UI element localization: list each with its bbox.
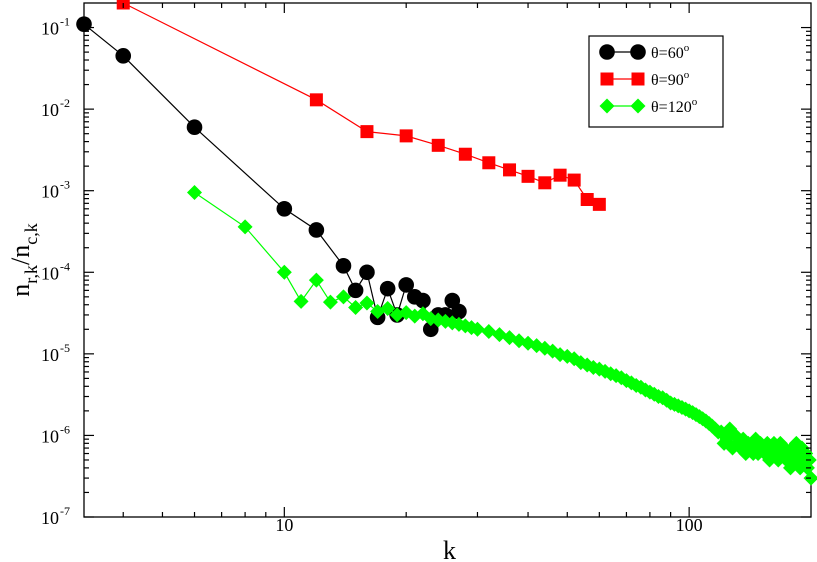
series-3-point-4 [293,293,309,309]
series-1-point-5 [308,222,325,238]
series-1-point-4 [276,201,293,217]
series-3-point-2 [237,219,253,235]
y-tick-label-mantissa: 10 [41,345,59,365]
y-tick-label: 10 -7 [41,504,70,528]
series-2-point-12 [567,173,581,187]
x-axis-label: k [443,536,456,562]
legend-marker-left [599,98,615,114]
series-1 [76,16,467,338]
series-3-point-3 [276,264,292,280]
legend-label-main: θ=60 [651,45,684,62]
legend-label-sup: o [684,42,690,54]
series-3-point-9 [359,295,375,311]
legend-label: θ=60o [651,42,690,62]
legend-label: θ=120o [651,96,698,116]
series-1-point-19 [451,303,467,320]
series-3-point-24 [481,323,497,339]
legend-row-1: θ=60o [599,42,690,62]
y-tick-label-mantissa: 10 [41,19,59,39]
legend-label-main: θ=120 [651,99,692,116]
series-3 [187,185,817,486]
y-tick-label-mantissa: 10 [41,508,59,528]
series-2-point-9 [521,169,535,183]
series-2-point-3 [360,125,374,139]
y-tick-label: 10 -1 [41,15,70,39]
series-2-point-4 [399,129,413,143]
series-1-point-12 [398,277,414,293]
y-tick-label: 10 -2 [41,96,70,120]
y-tick-label-mantissa: 10 [41,100,59,120]
series-3-point-6 [322,294,338,310]
legend-marker-right [630,98,646,114]
legend-marker-right [631,72,645,86]
y-tick-label: 10 -3 [41,178,70,202]
series-1-point-14 [415,292,431,309]
series-2-point-13 [580,193,594,207]
series-2-point-11 [553,168,567,182]
y-tick-label: 10 -4 [41,259,70,283]
series-1-point-6 [335,258,352,274]
series-3-point-23 [469,321,485,337]
legend-marker-right [630,44,646,60]
series-3-point-8 [348,300,364,316]
series-1-point-1 [76,16,92,32]
y-tick-label-exponent: -2 [60,96,70,110]
x-tick-label: 10 [275,515,293,535]
series-1-point-10 [379,280,396,297]
legend-label-sup: o [684,69,690,81]
series-1-point-8 [359,264,375,281]
series-2-point-10 [538,176,552,190]
y-tick-label-exponent: -6 [60,422,70,436]
legend-row-3: θ=120o [599,96,698,116]
series-1-point-2 [115,48,132,64]
series-1-point-15 [422,321,439,338]
series-2-point-5 [431,138,445,152]
y-axis-label: nr,k/nc,k [6,223,41,297]
series-2-point-2 [309,93,323,107]
tick-layer [84,3,811,518]
series-3-point-7 [335,289,351,305]
series-layer [76,0,817,486]
series-2-point-6 [458,147,472,161]
series-3-point-11 [380,300,396,316]
y-tick-label-exponent: -5 [60,341,70,355]
legend-marker-left [600,72,614,86]
series-2 [116,0,606,211]
series-3-point-5 [308,272,324,288]
series-1-point-7 [347,282,364,299]
series-2-point-7 [482,156,496,170]
y-tick-label-exponent: -7 [60,504,70,518]
series-3-point-1 [187,185,203,201]
y-tick-label-mantissa: 10 [41,182,59,202]
y-tick-label: 10 -6 [41,422,70,446]
y-tick-label-exponent: -1 [60,15,70,29]
y-tick-label-exponent: -4 [60,259,70,273]
y-tick-label-exponent: -3 [60,178,70,192]
series-1-point-3 [186,119,203,136]
series-2-point-8 [503,163,517,177]
legend-label-sup: o [692,96,698,108]
series-2-point-14 [592,197,606,211]
x-tick-label: 100 [676,515,703,535]
legend-marker-left [599,44,615,60]
y-tick-label-mantissa: 10 [41,263,59,283]
legend-label: θ=90o [651,69,690,89]
legend-label-main: θ=90 [651,72,684,89]
plot-frame [83,2,812,518]
y-tick-label-mantissa: 10 [41,426,59,446]
legend-row-2: θ=90o [600,69,690,89]
y-tick-label: 10 -5 [41,341,70,365]
